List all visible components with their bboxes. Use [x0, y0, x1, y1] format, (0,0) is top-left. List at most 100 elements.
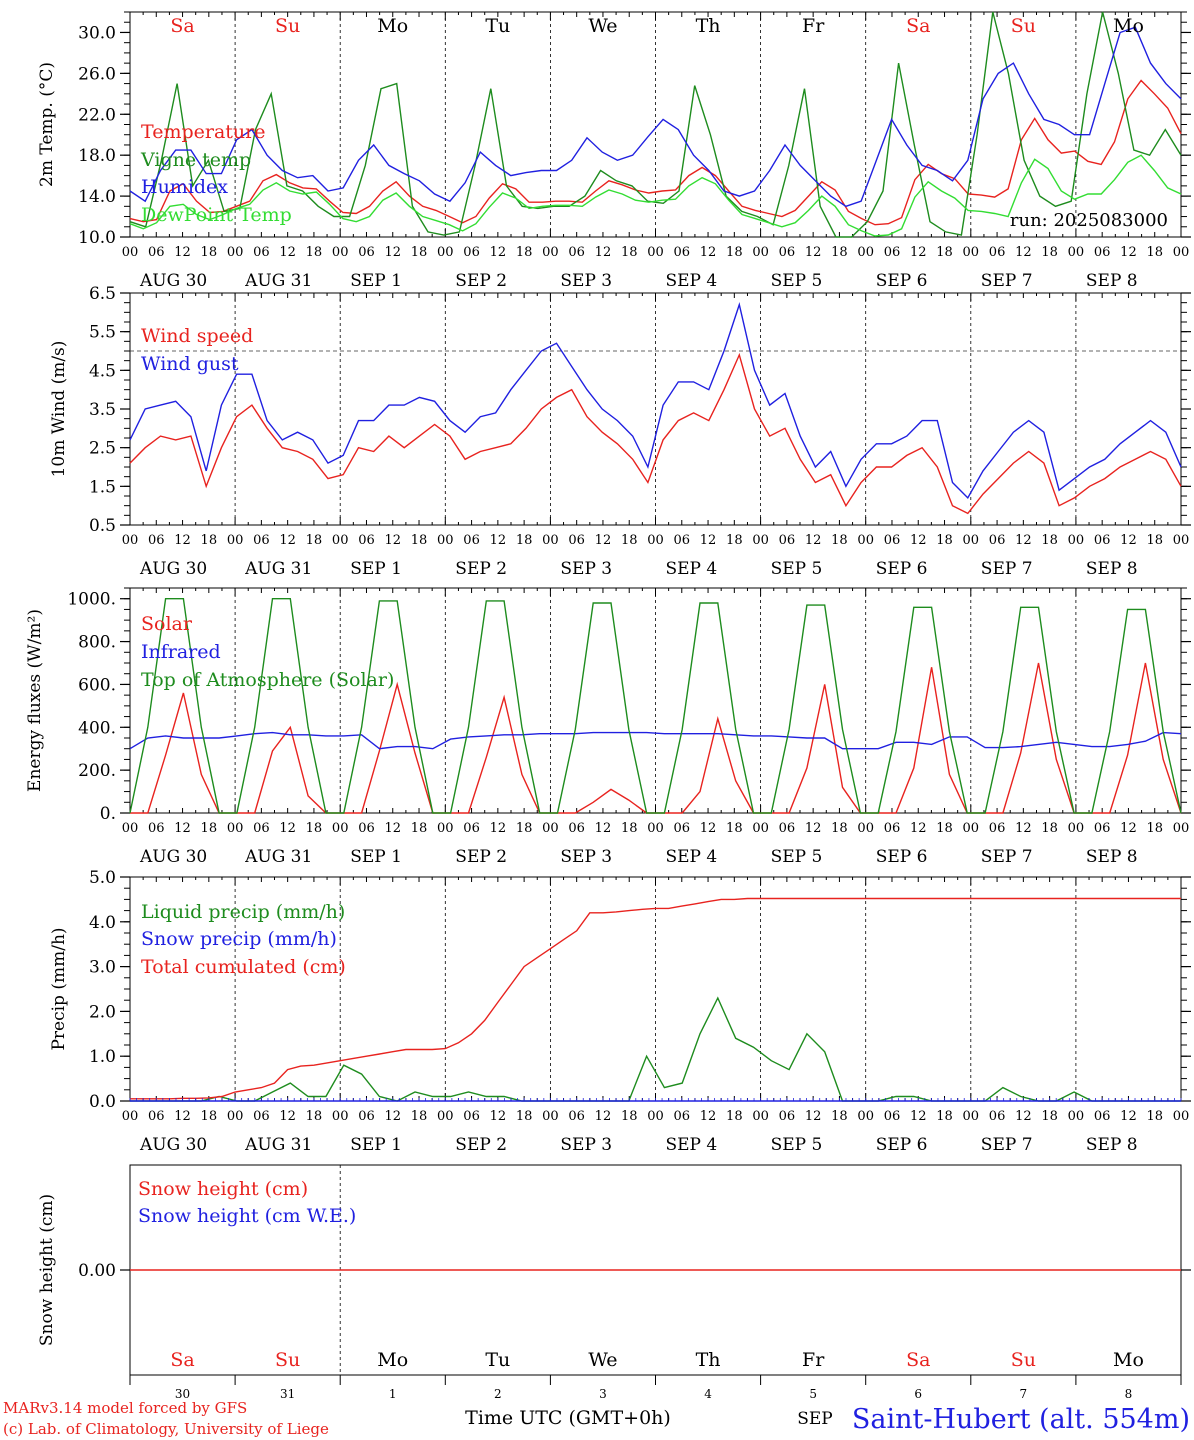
series-line-temperature	[129, 79, 1182, 226]
hour-label: 18	[1041, 533, 1058, 548]
date-label: SEP 4	[666, 271, 718, 291]
hour-label: 12	[1120, 533, 1137, 548]
hour-label: 06	[253, 1109, 270, 1124]
panel-3: 0. 200. 400. 600. 800. 1000. Energy fluxes (W/…	[25, 587, 1191, 867]
hour-label: 18	[1146, 533, 1163, 548]
y-tick-label: 200.	[78, 761, 116, 781]
date-label: SEP 7	[981, 1135, 1033, 1155]
hour-label: 06	[568, 821, 585, 836]
hour-label: 18	[1146, 1109, 1163, 1124]
weekday-label: Su	[1011, 1349, 1036, 1371]
weekday-label: Sa	[170, 1349, 194, 1371]
hour-label: 12	[1120, 1109, 1137, 1124]
hour-label: 06	[779, 821, 796, 836]
date-label: SEP 2	[455, 271, 507, 291]
day-number-label: 7	[1020, 1387, 1028, 1401]
hour-label: 18	[726, 533, 743, 548]
y-tick-label: 1.0	[89, 1047, 116, 1067]
hour-label: 18	[726, 1109, 743, 1124]
legend-entry: Humidex	[141, 176, 228, 198]
y-tick-label: 1.5	[89, 477, 116, 497]
hour-label: 06	[884, 1109, 901, 1124]
date-label: AUG 30	[139, 1135, 207, 1155]
hour-label: 12	[910, 1109, 927, 1124]
hour-label: 06	[779, 245, 796, 260]
weekday-label: Su	[1011, 15, 1036, 37]
hour-label: 00	[542, 1109, 559, 1124]
hour-label: 06	[358, 1109, 375, 1124]
day-number-label: 4	[704, 1387, 712, 1401]
hour-label: 06	[674, 821, 691, 836]
hour-label: 06	[884, 821, 901, 836]
hour-label: 00	[227, 533, 244, 548]
y-tick-label: 18.0	[78, 146, 116, 166]
y-tick-label: 22.0	[78, 105, 116, 125]
legend-entry: Solar	[141, 613, 193, 635]
weekday-label: Mo	[377, 15, 408, 37]
hour-label: 06	[358, 245, 375, 260]
date-label: SEP 1	[350, 271, 402, 291]
y-tick-label: 400.	[78, 718, 116, 738]
hour-label: 18	[621, 245, 638, 260]
hour-label: 18	[411, 245, 428, 260]
y-tick-label: 0.0	[89, 1092, 116, 1112]
day-number-label: 3	[599, 1387, 607, 1401]
hour-label: 18	[516, 821, 533, 836]
hour-label: 12	[279, 1109, 296, 1124]
hour-label: 18	[831, 245, 848, 260]
hour-label: 12	[490, 1109, 507, 1124]
y-tick-label: 2.5	[89, 439, 116, 459]
weekday-label: Mo	[1113, 1349, 1144, 1371]
hour-label: 18	[621, 1109, 638, 1124]
date-label: SEP 4	[666, 559, 718, 579]
hour-label: 00	[122, 533, 139, 548]
y-axis-label: 10m Wind (m/s)	[49, 341, 69, 478]
hour-label: 12	[490, 533, 507, 548]
y-tick-label: 0.5	[89, 516, 116, 536]
y-axis-label: 2m Temp. (°C)	[37, 62, 57, 187]
hour-label: 06	[884, 245, 901, 260]
y-tick-label: 4.0	[89, 913, 116, 933]
hour-label: 06	[1094, 1109, 1111, 1124]
y-tick-label: 2.0	[89, 1002, 116, 1022]
hour-label: 12	[174, 245, 191, 260]
date-label: SEP 2	[455, 559, 507, 579]
hour-label: 00	[752, 821, 769, 836]
weekday-label: Su	[275, 1349, 300, 1371]
hour-label: 12	[1015, 821, 1032, 836]
y-tick-label: 800.	[78, 633, 116, 653]
hour-label: 12	[595, 821, 612, 836]
legend-entry: Snow precip (mm/h)	[141, 928, 337, 950]
hour-label: 00	[647, 533, 664, 548]
credit-line: MARv3.14 model forced by GFS	[3, 1399, 247, 1417]
hour-label: 18	[621, 821, 638, 836]
day-number-label: 8	[1125, 1387, 1133, 1401]
y-tick-label: 14.0	[78, 187, 116, 207]
hour-label: 00	[1068, 245, 1085, 260]
hour-label: 12	[174, 1109, 191, 1124]
hour-label: 00	[963, 821, 980, 836]
hour-label: 00	[1068, 533, 1085, 548]
hour-label: 06	[568, 1109, 585, 1124]
legend-entry: Total cumulated (cm)	[141, 956, 346, 978]
hour-label: 12	[384, 533, 401, 548]
hour-label: 12	[174, 533, 191, 548]
hour-label: 12	[1120, 245, 1137, 260]
date-label: AUG 30	[139, 559, 207, 579]
hour-label: 00	[332, 821, 349, 836]
hour-label: 00	[1068, 1109, 1085, 1124]
weekday-label: Tu	[485, 15, 510, 37]
y-tick-label: 10.0	[78, 228, 116, 248]
y-tick-label: 3.0	[89, 958, 116, 978]
y-tick-label: 6.5	[89, 284, 116, 304]
hour-label: 00	[332, 1109, 349, 1124]
hour-label: 18	[831, 1109, 848, 1124]
hour-label: 00	[647, 821, 664, 836]
hour-label: 00	[437, 533, 454, 548]
hour-label: 18	[411, 533, 428, 548]
hour-label: 00	[752, 1109, 769, 1124]
date-label: SEP 6	[876, 559, 928, 579]
date-label: SEP 4	[666, 1135, 718, 1155]
weekday-label: Th	[696, 15, 721, 37]
y-tick-label: 1000.	[67, 590, 116, 610]
